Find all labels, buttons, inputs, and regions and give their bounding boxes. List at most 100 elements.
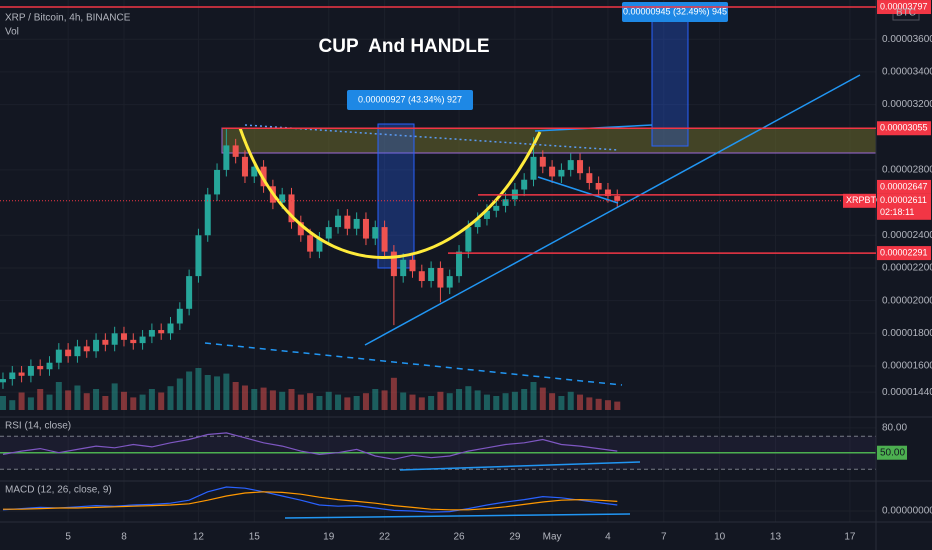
candle-body	[344, 215, 351, 229]
y-tick-label: 0.00003200	[882, 99, 932, 110]
x-tick-label: 26	[453, 532, 465, 543]
candle-body	[27, 365, 34, 376]
candle-body	[55, 349, 62, 363]
volume-bar	[437, 391, 444, 410]
y-tick-label: 0.00003400	[882, 67, 932, 78]
candle-body	[595, 182, 602, 190]
volume-bar	[400, 392, 407, 410]
candle-body	[474, 218, 481, 228]
candle-body	[288, 194, 295, 223]
y-tick-label: 80.00	[882, 423, 907, 434]
candle-body	[65, 349, 72, 357]
y-tick-label: 0.00001440	[882, 387, 932, 398]
handle-line	[537, 176, 619, 204]
y-tick-label: 0.00000000	[882, 506, 932, 517]
candle-body	[428, 267, 435, 282]
candle-body	[586, 173, 593, 183]
volume-bar	[530, 382, 537, 410]
y-tick-label: 0.00002800	[882, 165, 932, 176]
candle-body	[521, 179, 528, 190]
candle-body	[279, 194, 286, 203]
candle-body	[176, 308, 183, 324]
x-tick-label: 19	[323, 532, 335, 543]
volume-bar	[130, 397, 137, 410]
volume-bar	[74, 385, 81, 410]
symbol-label: XRPBTC	[846, 195, 883, 205]
volume-bar	[502, 393, 509, 410]
candle-body	[83, 346, 90, 352]
volume-bar	[493, 396, 500, 410]
level-label: 0.00002291	[880, 247, 928, 257]
candle-body	[418, 271, 425, 282]
volume-bar	[539, 387, 546, 410]
x-tick-label: 13	[770, 532, 782, 543]
trend-line	[364, 74, 861, 346]
level-label-box	[877, 179, 931, 194]
measure-box	[651, 11, 689, 147]
candle-body	[483, 210, 490, 219]
volume-bar	[102, 396, 109, 410]
volume-bar	[614, 401, 621, 410]
volume-bar	[390, 377, 397, 410]
volume-bar	[93, 389, 100, 410]
candle-body	[390, 251, 397, 277]
candle-body	[381, 227, 388, 252]
candle-body	[530, 156, 537, 180]
y-tick-label: 0.00002400	[882, 230, 932, 241]
volume-bar	[176, 378, 183, 410]
measure-label-box	[347, 90, 473, 110]
grid	[0, 435, 876, 470]
volume-bar	[27, 397, 34, 410]
level-label-box	[877, 246, 931, 261]
volume-bar	[186, 371, 193, 410]
candle-body	[307, 235, 314, 252]
candle-body	[74, 346, 81, 357]
candle-body	[9, 372, 16, 380]
volume-bar	[558, 396, 565, 410]
candle-body	[195, 235, 202, 277]
volume-bar	[204, 375, 211, 410]
candle-body	[158, 330, 165, 334]
volume-bar	[511, 391, 518, 410]
candle-body	[465, 227, 472, 252]
level-label-box	[877, 0, 931, 15]
candle-body	[493, 205, 500, 211]
candle-body	[409, 259, 416, 272]
candle-body	[549, 166, 556, 177]
candle-body	[232, 145, 239, 157]
candle-body	[120, 333, 127, 340]
volume-bar	[148, 389, 155, 410]
volume-bar	[325, 391, 332, 410]
volume-bar	[307, 393, 314, 410]
candle-body	[362, 218, 369, 239]
candle-body	[567, 160, 574, 170]
candle-body	[204, 194, 211, 236]
candle-body	[456, 251, 463, 277]
candle-body	[316, 238, 323, 252]
volume-bar	[577, 394, 584, 410]
volume-bar	[409, 394, 416, 410]
candle-body	[18, 372, 25, 376]
volume-bar	[316, 396, 323, 410]
volume-bar	[567, 391, 574, 410]
candle-body	[614, 196, 621, 201]
volume-bar	[214, 376, 221, 410]
volume-bar	[521, 389, 528, 410]
candle-body	[46, 362, 53, 370]
measure-label: 0.00000945 (32.49%) 945	[623, 6, 727, 16]
candle-body	[111, 333, 118, 345]
currency: BTC	[896, 8, 916, 19]
volume-bar	[0, 396, 6, 410]
volume-trend	[204, 342, 623, 386]
tick-box	[877, 445, 907, 460]
candle-body	[0, 379, 6, 383]
volume-bar	[381, 390, 388, 410]
symbol-box	[843, 193, 876, 208]
volume-bar	[474, 390, 481, 410]
candle-body	[400, 259, 407, 277]
volume-bar	[446, 393, 453, 410]
volume-bar	[18, 392, 25, 410]
candle-body	[102, 339, 109, 345]
